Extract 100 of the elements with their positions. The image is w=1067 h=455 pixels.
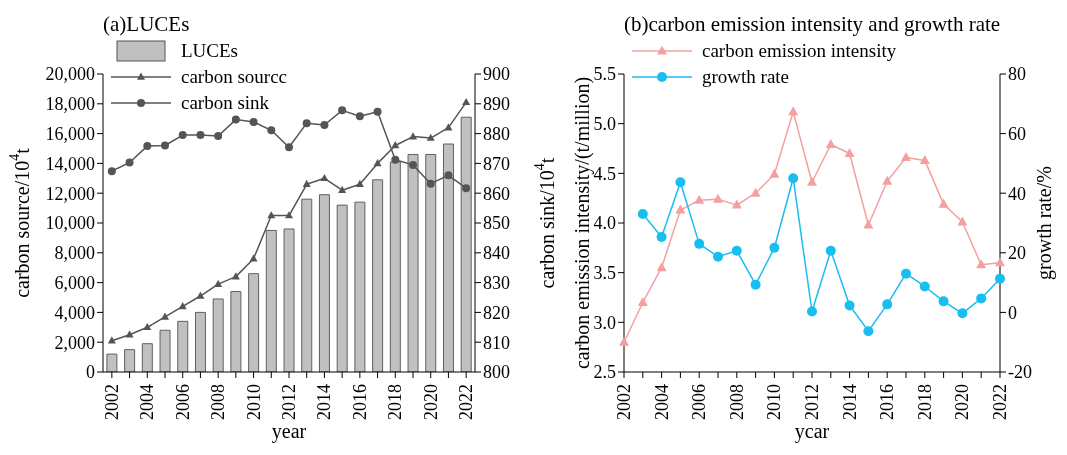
- point: [919, 281, 930, 292]
- y-tick-label: 18,000: [45, 94, 95, 115]
- x-tick-label: 2008: [726, 384, 747, 420]
- y-tick-label: 12,000: [45, 183, 95, 204]
- y-tick-label: 4,000: [54, 302, 95, 323]
- point: [656, 232, 667, 243]
- point: [882, 299, 893, 310]
- y2-tick-label: 80: [1008, 64, 1026, 85]
- point: [675, 177, 686, 188]
- point: [769, 168, 780, 178]
- point: [731, 245, 742, 256]
- y2-tick-label: 900: [483, 64, 510, 85]
- x-tick-label: 2004: [651, 384, 672, 420]
- x-tick-label: 2022: [990, 384, 1010, 420]
- x-tick-label: 2018: [385, 384, 406, 420]
- point: [675, 204, 686, 214]
- bar: [124, 349, 136, 372]
- point: [713, 251, 723, 262]
- point: [125, 330, 134, 338]
- point: [694, 238, 705, 249]
- point: [426, 179, 435, 188]
- y-tick-label: 2,000: [54, 332, 95, 353]
- x-tick-label: 2006: [172, 384, 193, 420]
- point: [750, 279, 761, 290]
- bar: [301, 198, 313, 372]
- bar: [159, 329, 171, 372]
- point: [844, 147, 855, 157]
- y2-tick-label: 40: [1008, 183, 1026, 204]
- point: [196, 131, 205, 140]
- point: [807, 306, 817, 317]
- point: [995, 273, 1005, 284]
- y-tick-label: 16,000: [45, 123, 95, 144]
- x-tick-label: 2016: [349, 384, 370, 420]
- y-tick-label: 10,000: [45, 213, 95, 234]
- point: [249, 254, 258, 262]
- point: [713, 193, 723, 203]
- point: [788, 106, 799, 116]
- y2-tick-label: 870: [483, 153, 510, 174]
- x-axis-title: year: [271, 420, 307, 443]
- point: [373, 107, 382, 116]
- x-tick-label: 2008: [208, 384, 229, 420]
- y-tick-label: 6,000: [54, 272, 95, 293]
- point: [285, 211, 293, 219]
- point: [444, 123, 453, 131]
- point: [161, 312, 169, 320]
- point: [731, 199, 742, 209]
- point: [178, 302, 187, 310]
- point: [462, 184, 471, 193]
- point: [807, 176, 817, 186]
- y2-tick-label: 20: [1008, 243, 1026, 264]
- y2-tick-label: 890: [483, 94, 510, 115]
- point: [320, 173, 329, 182]
- bar: [336, 204, 348, 372]
- point: [214, 279, 223, 287]
- point: [178, 131, 187, 140]
- y-tick-label: 3.5: [593, 263, 616, 284]
- chart-title: (a)LUCEs: [103, 12, 190, 37]
- point: [373, 159, 382, 167]
- x-tick-label: 2014: [839, 384, 860, 420]
- x-tick-label: 2010: [764, 384, 785, 420]
- point: [320, 120, 329, 129]
- legend-label: carbon sink: [181, 91, 270, 115]
- y2-tick-label: 860: [483, 183, 510, 204]
- bar: [372, 179, 384, 372]
- point: [750, 187, 761, 197]
- y2-tick-label: 60: [1008, 123, 1026, 144]
- y-tick-label: 4.0: [593, 213, 616, 234]
- bar: [248, 273, 260, 372]
- point: [863, 326, 874, 337]
- x-tick-label: 2006: [689, 384, 710, 420]
- point: [426, 133, 435, 141]
- x-tick-label: 2010: [243, 384, 264, 420]
- point: [901, 268, 911, 279]
- point: [882, 175, 893, 185]
- bar: [106, 353, 118, 372]
- x-tick-label: 2016: [877, 384, 898, 420]
- legend-label: carbon emission intensity: [702, 39, 897, 63]
- point: [863, 219, 874, 229]
- point: [995, 257, 1005, 267]
- y2-tick-label: 830: [483, 272, 510, 293]
- bar: [318, 194, 330, 372]
- point: [938, 198, 949, 208]
- point: [249, 117, 258, 126]
- point: [285, 143, 293, 152]
- y-tick-label: 0: [86, 362, 95, 383]
- point: [338, 106, 347, 115]
- point: [107, 336, 116, 344]
- y-tick-label: 3.0: [593, 312, 616, 333]
- bar: [194, 311, 206, 372]
- x-tick-label: 2020: [420, 384, 441, 420]
- point: [825, 139, 836, 149]
- y-tick-label: 4.5: [593, 163, 616, 184]
- y2-tick-label: 0: [1008, 302, 1017, 323]
- y2-tick-label: 810: [483, 332, 510, 353]
- y-tick-label: 5.5: [593, 64, 616, 85]
- x-tick-label: 2018: [914, 384, 935, 420]
- bar: [212, 298, 224, 372]
- y-tick-label: 14,000: [45, 153, 95, 174]
- point: [355, 179, 364, 188]
- point: [844, 300, 855, 311]
